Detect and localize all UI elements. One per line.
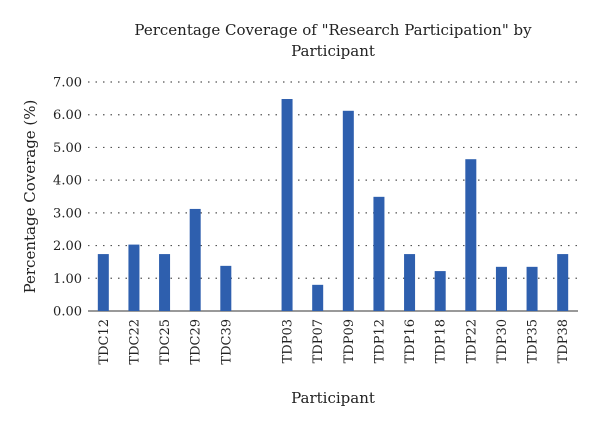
x-tick-label: TDP07 xyxy=(311,319,326,363)
x-axis-title: Participant xyxy=(291,389,375,407)
y-tick-label: 2.00 xyxy=(53,239,82,254)
bar-tdp12 xyxy=(373,196,385,311)
x-tick-label: TDP12 xyxy=(372,319,387,363)
bar-tdp35 xyxy=(526,266,538,311)
x-tick-label: TDP09 xyxy=(342,319,357,363)
x-tick-label: TDP03 xyxy=(281,319,296,363)
bars xyxy=(97,99,569,311)
x-tick-label: TDC29 xyxy=(189,319,204,365)
bar-tdc22 xyxy=(128,244,140,311)
x-axis-tick-labels: TDC12 TDC22 TDC25 TDC29 TDC39 TDP03 TDP07 TDP09… xyxy=(97,319,571,365)
bar-tdc39 xyxy=(220,265,232,311)
bar-tdp09 xyxy=(342,110,354,311)
y-tick-label: 5.00 xyxy=(53,141,82,156)
chart-title-line-1: Percentage Coverage of "Research Partici… xyxy=(134,21,532,39)
bar-tdc29 xyxy=(189,208,201,311)
chart-title-line-2: Participant xyxy=(291,42,375,60)
x-tick-label: TDC22 xyxy=(127,319,142,365)
bar-tdp22 xyxy=(465,159,477,311)
y-tick-label: 4.00 xyxy=(53,174,82,189)
y-tick-label: 7.00 xyxy=(53,76,82,91)
x-tick-label: TDP18 xyxy=(434,319,449,363)
bar-tdp16 xyxy=(404,254,416,311)
y-tick-label: 1.00 xyxy=(53,272,82,287)
y-tick-label: 0.00 xyxy=(53,305,82,320)
x-tick-label: TDC39 xyxy=(219,319,234,365)
bar-tdp07 xyxy=(312,284,324,311)
y-axis-tick-labels: 0.00 1.00 2.00 3.00 4.00 5.00 6.00 7.00 xyxy=(53,76,82,320)
y-axis-title: Percentage Coverage (%) xyxy=(21,100,39,294)
y-tick-label: 6.00 xyxy=(53,108,82,123)
x-tick-label: TDC12 xyxy=(97,319,112,365)
bar-tdc25 xyxy=(159,254,171,311)
y-tick-label: 3.00 xyxy=(53,206,82,221)
x-tick-label: TDP35 xyxy=(526,319,541,363)
x-tick-label: TDP30 xyxy=(495,319,510,363)
bar-tdp18 xyxy=(434,271,446,311)
x-tick-label: TDP38 xyxy=(556,319,571,363)
bar-tdp30 xyxy=(495,266,507,311)
gridlines xyxy=(88,81,578,279)
bar-tdp03 xyxy=(281,99,293,311)
x-tick-label: TDC25 xyxy=(158,319,173,365)
x-tick-label: TDP22 xyxy=(464,319,479,363)
bar-tdp38 xyxy=(557,254,569,311)
x-tick-label: TDP16 xyxy=(403,319,418,363)
bar-tdc12 xyxy=(97,254,109,311)
